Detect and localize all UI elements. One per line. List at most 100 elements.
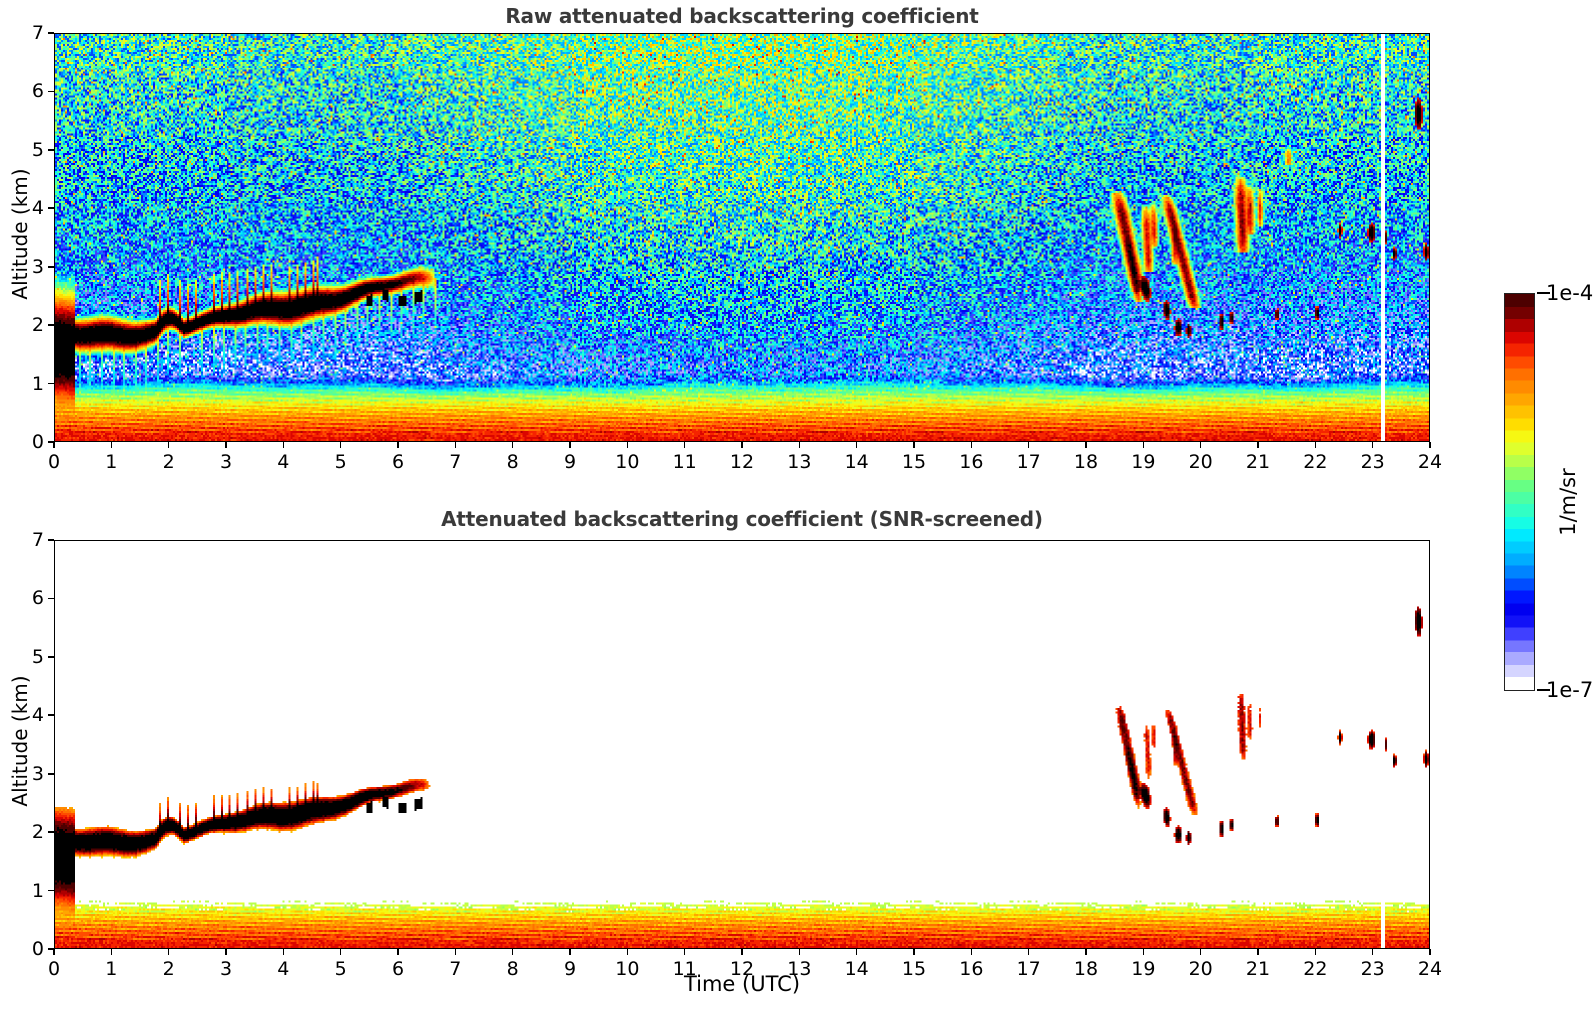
y-tick-label: 2 (31, 821, 44, 844)
x-tick-mark (53, 442, 55, 448)
x-tick-label: 8 (506, 451, 519, 473)
y-axis-label-screened: Altitude (km) (8, 675, 32, 807)
y-tick-label: 6 (31, 587, 44, 610)
x-tick-label: 11 (672, 451, 697, 473)
x-tick-label: 11 (672, 958, 697, 980)
x-tick-mark (1429, 442, 1431, 448)
x-tick-mark (569, 949, 571, 955)
x-tick-mark (1085, 442, 1087, 448)
x-tick-mark (1085, 949, 1087, 955)
x-tick-mark (397, 442, 399, 448)
x-tick-label: 4 (277, 958, 290, 980)
colorbar (1504, 293, 1535, 691)
x-tick-label: 7 (449, 958, 462, 980)
x-tick-mark (1371, 442, 1374, 448)
x-axis-label: Time (UTC) (683, 972, 801, 996)
x-tick-label: 5 (334, 958, 347, 980)
x-tick-mark (683, 949, 686, 955)
x-tick-mark (225, 442, 227, 448)
y-tick-mark (48, 889, 54, 892)
x-tick-mark (970, 442, 973, 448)
x-tick-mark (167, 442, 170, 448)
x-tick-label: 15 (901, 451, 927, 473)
colorbar-max-label: 1e-4 (1546, 281, 1594, 305)
x-tick-label: 6 (391, 958, 405, 980)
y-tick-mark (48, 656, 54, 658)
x-tick-label: 21 (1245, 451, 1271, 473)
x-tick-mark (798, 949, 801, 955)
plot-area-screened (54, 540, 1430, 949)
x-tick-label: 5 (334, 451, 347, 473)
x-tick-mark (110, 949, 113, 955)
colorbar-canvas (1505, 294, 1534, 690)
x-tick-mark (282, 949, 285, 955)
y-tick-label: 0 (31, 938, 44, 960)
x-tick-mark (225, 949, 227, 955)
x-tick-mark (626, 442, 629, 448)
x-tick-label: 22 (1303, 958, 1328, 980)
x-tick-mark (397, 949, 399, 955)
x-tick-label: 3 (219, 958, 233, 980)
x-tick-mark (1027, 949, 1030, 955)
plot-area-raw (54, 33, 1430, 442)
y-tick-label: 6 (31, 80, 44, 103)
y-tick-mark (48, 441, 54, 443)
x-tick-mark (913, 949, 915, 955)
x-tick-label: 12 (729, 451, 755, 473)
x-tick-label: 2 (162, 451, 175, 473)
x-tick-mark (1142, 949, 1145, 955)
x-tick-label: 13 (787, 958, 812, 980)
x-tick-label: 18 (1073, 451, 1099, 473)
y-tick-label: 7 (31, 529, 44, 551)
y-tick-mark (48, 597, 54, 600)
x-tick-label: 1 (105, 958, 118, 980)
x-tick-mark (1199, 442, 1202, 448)
panel-title-raw: Raw attenuated backscattering coefficien… (505, 4, 979, 28)
x-tick-mark (855, 442, 858, 448)
x-tick-label: 20 (1188, 958, 1213, 980)
x-tick-mark (454, 442, 457, 448)
colorbar-max-tick (1537, 292, 1550, 294)
y-tick-label: 1 (31, 879, 44, 902)
x-tick-label: 7 (449, 451, 462, 473)
x-tick-mark (1257, 949, 1259, 955)
y-tick-label: 2 (31, 314, 44, 337)
x-tick-label: 9 (563, 958, 577, 980)
y-tick-mark (48, 324, 54, 326)
x-tick-mark (1314, 442, 1317, 448)
panel-title-screened: Attenuated backscattering coefficient (S… (441, 507, 1043, 531)
x-tick-mark (741, 442, 743, 448)
colorbar-min-label: 1e-7 (1546, 678, 1594, 702)
y-tick-label: 5 (31, 645, 44, 668)
x-tick-mark (569, 442, 571, 448)
y-tick-mark (48, 948, 54, 950)
y-tick-mark (48, 382, 54, 385)
x-tick-mark (511, 949, 514, 955)
y-axis-label-raw: Altitude (km) (8, 168, 32, 300)
y-tick-mark (48, 32, 54, 34)
x-tick-mark (798, 442, 801, 448)
x-tick-label: 24 (1417, 451, 1443, 473)
x-tick-mark (855, 949, 858, 955)
x-tick-label: 6 (391, 451, 405, 473)
x-tick-mark (1027, 442, 1030, 448)
heatmap-canvas-screened (55, 541, 1429, 948)
x-tick-mark (53, 949, 55, 955)
y-tick-label: 7 (31, 22, 44, 44)
y-tick-label: 4 (31, 704, 44, 727)
x-tick-mark (913, 442, 915, 448)
x-tick-mark (683, 442, 686, 448)
y-tick-label: 4 (31, 197, 44, 220)
x-tick-label: 2 (162, 958, 175, 980)
y-tick-mark (48, 90, 54, 93)
x-tick-label: 17 (1016, 451, 1041, 473)
x-tick-mark (339, 442, 342, 448)
x-tick-mark (511, 442, 514, 448)
x-tick-label: 21 (1245, 958, 1271, 980)
colorbar-min-tick (1537, 689, 1550, 691)
y-tick-mark (48, 207, 54, 210)
x-tick-label: 19 (1131, 958, 1156, 980)
y-tick-mark (48, 539, 54, 541)
x-tick-mark (741, 949, 743, 955)
x-tick-label: 0 (47, 451, 61, 473)
